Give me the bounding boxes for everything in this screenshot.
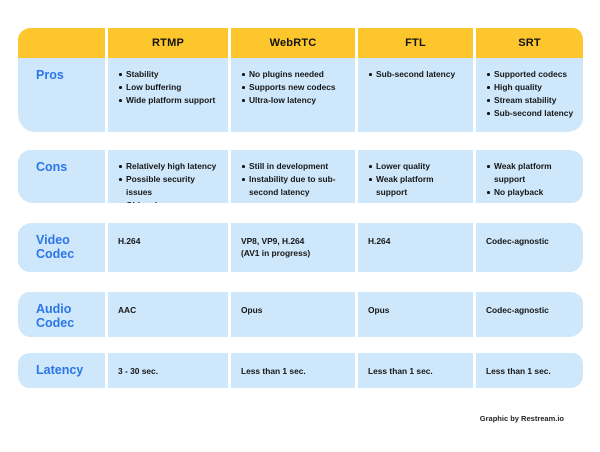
row-latency: Latency 3 - 30 sec. Less than 1 sec. Les… — [18, 353, 583, 388]
cell-line: Less than 1 sec. — [241, 366, 306, 376]
header-and-pros-block: RTMP WebRTC FTL SRT Pros Stability Low b… — [18, 28, 583, 132]
bullet-item: Weak platform support — [486, 160, 577, 186]
row-video-codec: Video Codec H.264 VP8, VP9, H.264 (AV1 i… — [18, 223, 583, 272]
header-corner-cell — [18, 28, 105, 58]
cell-line: H.264 — [118, 236, 141, 246]
cell-line: AAC — [118, 305, 137, 315]
row-audio-codec: Audio Codec AAC Opus Opus Codec-agnostic — [18, 292, 583, 337]
cell-audio-ftl: Opus — [355, 292, 473, 337]
cell-pros-srt: Supported codecs High quality Stream sta… — [473, 58, 583, 132]
bullet-list: Supported codecs High quality Stream sta… — [486, 68, 577, 120]
cell-video-ftl: H.264 — [355, 223, 473, 272]
bullet-list: Relatively high latency Possible securit… — [118, 160, 222, 203]
row-label-latency: Latency — [36, 363, 84, 377]
table-header-row: RTMP WebRTC FTL SRT — [18, 28, 583, 58]
cell-line: Opus — [368, 305, 390, 315]
cell-cons-rtmp: Relatively high latency Possible securit… — [105, 150, 228, 203]
cell-cons-srt: Weak platform support No playback — [473, 150, 583, 203]
bullet-item: Stream stability — [486, 94, 577, 107]
cell-cons-ftl: Lower quality Weak platform support — [355, 150, 473, 203]
row-label-pros: Pros — [36, 68, 64, 82]
bullet-item: Sub-second latency — [368, 68, 467, 81]
bullet-list: Weak platform support No playback — [486, 160, 577, 199]
bullet-item: Instability due to sub-second latency — [241, 173, 349, 199]
bullet-item: No playback — [486, 186, 577, 199]
bullet-item: Still in development — [241, 160, 349, 173]
cell-latency-rtmp: 3 - 30 sec. — [105, 353, 228, 388]
bullet-item: High quality — [486, 81, 577, 94]
cell-line: Codec-agnostic — [486, 305, 549, 315]
bullet-item: No plugins needed — [241, 68, 349, 81]
bullet-item: Sub-second latency — [486, 107, 577, 120]
audio-codec-block: Audio Codec AAC Opus Opus Codec-agnostic — [18, 292, 583, 337]
credit-text: Graphic by Restream.io — [479, 414, 564, 423]
row-label-audio-codec: Audio Codec — [36, 302, 75, 330]
bullet-item: Possible security issues — [118, 173, 222, 199]
bullet-list: Lower quality Weak platform support — [368, 160, 467, 199]
cell-line: Codec-agnostic — [486, 236, 549, 246]
cell-audio-srt: Codec-agnostic — [473, 292, 583, 337]
video-codec-block: Video Codec H.264 VP8, VP9, H.264 (AV1 i… — [18, 223, 583, 272]
row-cons: Cons Relatively high latency Possible se… — [18, 150, 583, 203]
column-header-webrtc: WebRTC — [228, 28, 355, 58]
column-header-ftl: FTL — [355, 28, 473, 58]
bullet-item: Lower quality — [368, 160, 467, 173]
cell-cons-webrtc: Still in development Instability due to … — [228, 150, 355, 203]
cell-latency-webrtc: Less than 1 sec. — [228, 353, 355, 388]
bullet-item: Wide platform support — [118, 94, 222, 107]
column-header-srt: SRT — [473, 28, 583, 58]
cell-line: 3 - 30 sec. — [118, 366, 159, 376]
bullet-list: Still in development Instability due to … — [241, 160, 349, 199]
bullet-item: Stability — [118, 68, 222, 81]
bullet-item: Old codecs — [118, 199, 222, 203]
cell-pros-ftl: Sub-second latency — [355, 58, 473, 132]
row-label-video-codec: Video Codec — [36, 233, 75, 261]
cell-line: Less than 1 sec. — [368, 366, 433, 376]
cell-latency-srt: Less than 1 sec. — [473, 353, 583, 388]
cell-line: Opus — [241, 305, 263, 315]
bullet-item: Low buffering — [118, 81, 222, 94]
cell-line: H.264 — [368, 236, 391, 246]
cell-video-rtmp: H.264 — [105, 223, 228, 272]
cell-audio-webrtc: Opus — [228, 292, 355, 337]
bullet-item: Ultra-low latency — [241, 94, 349, 107]
row-pros: Pros Stability Low buffering Wide platfo… — [18, 58, 583, 132]
cell-line: VP8, VP9, H.264 — [241, 236, 305, 246]
bullet-list: Stability Low buffering Wide platform su… — [118, 68, 222, 107]
cell-line: (AV1 in progress) — [241, 248, 311, 258]
cons-block: Cons Relatively high latency Possible se… — [18, 150, 583, 203]
bullet-item: Supports new codecs — [241, 81, 349, 94]
cell-latency-ftl: Less than 1 sec. — [355, 353, 473, 388]
bullet-item: Relatively high latency — [118, 160, 222, 173]
row-label-cons: Cons — [36, 160, 68, 174]
cell-line: Less than 1 sec. — [486, 366, 551, 376]
bullet-list: No plugins needed Supports new codecs Ul… — [241, 68, 349, 107]
bullet-item: Supported codecs — [486, 68, 577, 81]
cell-audio-rtmp: AAC — [105, 292, 228, 337]
latency-block: Latency 3 - 30 sec. Less than 1 sec. Les… — [18, 353, 583, 388]
cell-video-webrtc: VP8, VP9, H.264 (AV1 in progress) — [228, 223, 355, 272]
cell-pros-webrtc: No plugins needed Supports new codecs Ul… — [228, 58, 355, 132]
column-header-rtmp: RTMP — [105, 28, 228, 58]
bullet-list: Sub-second latency — [368, 68, 467, 81]
cell-video-srt: Codec-agnostic — [473, 223, 583, 272]
bullet-item: Weak platform support — [368, 173, 467, 199]
cell-pros-rtmp: Stability Low buffering Wide platform su… — [105, 58, 228, 132]
